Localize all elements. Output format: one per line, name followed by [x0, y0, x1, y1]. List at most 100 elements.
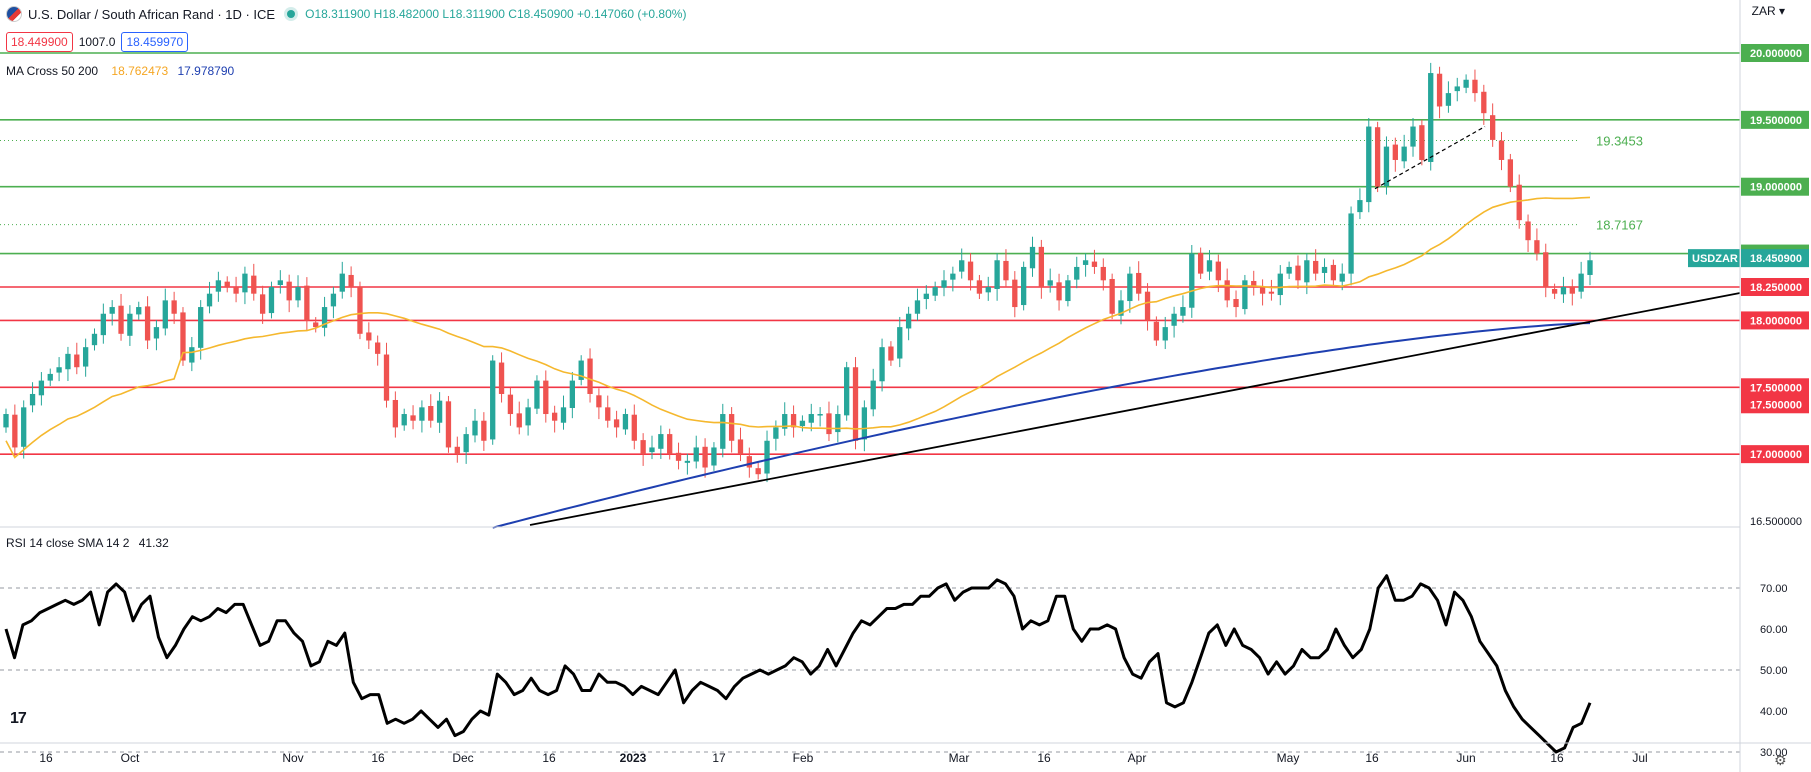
candle-body	[1197, 252, 1204, 274]
level-axis-label: 20.000000	[1750, 48, 1802, 60]
currency-dropdown[interactable]: ZAR ▾	[1752, 4, 1785, 18]
price-pane[interactable]: 19.3453 18.7167 USDZAR	[0, 52, 1741, 529]
fib-level-label: 19.3453	[1596, 134, 1643, 149]
ohlc-values: O18.311900 H18.482000 L18.311900 C18.450…	[305, 7, 686, 21]
symbol-title[interactable]: U.S. Dollar / South African Rand · 1D · …	[28, 6, 276, 22]
candle-body	[1463, 79, 1469, 88]
candle-body	[1543, 252, 1549, 287]
candle-body	[1401, 146, 1407, 162]
currency-label: ZAR	[1751, 4, 1776, 18]
candle-body	[1251, 280, 1257, 287]
symbol-price-label: USDZAR	[1692, 253, 1738, 265]
candle-body	[587, 358, 593, 394]
support-trendline	[529, 292, 1741, 526]
candle-body	[144, 306, 151, 341]
bid-button[interactable]: 18.449900	[6, 32, 73, 52]
candle-body	[242, 273, 248, 293]
time-tick-label: 2023	[620, 751, 647, 765]
candle-body	[808, 414, 814, 423]
candle-body	[1569, 286, 1575, 294]
dashed-trendline	[1374, 126, 1486, 190]
time-tick-label: Jul	[1632, 751, 1647, 765]
time-tick-label: Feb	[793, 751, 814, 765]
level-axis-label-box	[1741, 311, 1809, 330]
low-label: L	[442, 7, 450, 21]
time-tick-label: May	[1277, 751, 1300, 765]
candle-body	[12, 414, 18, 448]
candle-body	[525, 407, 531, 426]
rsi-pane[interactable]	[0, 574, 1740, 754]
spread-value: 1007.0	[78, 35, 116, 49]
candle-body	[1136, 272, 1142, 294]
gear-icon[interactable]: ⚙	[1774, 752, 1787, 768]
candle-body	[817, 414, 823, 416]
candle-body	[1277, 273, 1283, 296]
candle-body	[268, 287, 275, 314]
extra-axis-label: 17.500000	[1750, 399, 1802, 411]
candle-body	[861, 407, 868, 440]
candle-body	[215, 280, 222, 292]
candle-body	[1144, 291, 1151, 321]
rsi-tick-label: 50.00	[1760, 665, 1788, 677]
candle-body	[136, 307, 142, 315]
candle-body	[295, 287, 301, 301]
candle-body	[923, 293, 929, 300]
currency-flag-icon	[6, 6, 22, 22]
candle-body	[1348, 213, 1354, 274]
level-axis-label: 19.500000	[1750, 115, 1802, 127]
candle-body	[1534, 240, 1540, 254]
candle-body	[605, 407, 611, 421]
candle-body	[56, 367, 62, 373]
candle-body	[1082, 260, 1089, 265]
symbol-price-label-box	[1688, 249, 1740, 268]
candle-body	[330, 293, 337, 307]
candle-body	[357, 287, 363, 334]
candle-body	[914, 300, 921, 314]
candle-body	[1313, 260, 1319, 274]
candle-body	[1127, 273, 1133, 302]
open-label: O	[305, 7, 315, 21]
ma-legend-label: MA Cross 50 200	[6, 64, 99, 78]
time-tick-label: Oct	[121, 751, 140, 765]
price-axis[interactable]: 16.50000017.00000017.50000018.00000018.5…	[1741, 44, 1809, 759]
candle-body	[905, 313, 912, 329]
candle-body	[835, 414, 841, 433]
candle-body	[507, 394, 514, 415]
candle-body	[516, 413, 522, 428]
ma50-value: 18.762473	[111, 64, 169, 78]
candle-body	[826, 413, 832, 435]
candle-body	[428, 406, 434, 421]
price-tick-label: 16.500000	[1750, 516, 1802, 528]
candle-body	[259, 294, 266, 314]
candle-body	[631, 414, 637, 441]
candle-body	[799, 420, 806, 427]
rsi-legend[interactable]: RSI 14 close SMA 14 2 41.32	[6, 536, 169, 550]
candle-body	[1259, 286, 1266, 294]
candle-body	[941, 280, 947, 288]
candle-body	[640, 440, 646, 455]
candle-body	[1189, 253, 1195, 308]
candle-body	[436, 400, 443, 423]
time-axis[interactable]: 16 Oct Nov 16 Dec 16 2023 17 Feb Mar 16 Apr May 16 Jun…	[39, 751, 1647, 765]
candle-body	[1330, 264, 1337, 281]
ma-legend[interactable]: MA Cross 50 200 18.762473 17.978790	[6, 64, 234, 78]
ask-button[interactable]: 18.459970	[121, 32, 189, 52]
candle-body	[392, 399, 399, 428]
high-value: 18.482000	[382, 7, 440, 21]
candle-body	[1357, 200, 1363, 213]
candle-body	[1047, 280, 1053, 286]
candle-body	[313, 322, 319, 328]
tradingview-logo-icon[interactable]: 17	[10, 710, 27, 727]
rsi-tick-label: 60.00	[1760, 624, 1788, 636]
candle-body	[1020, 266, 1027, 306]
time-tick-label: 16	[1037, 751, 1051, 765]
time-tick-label: Dec	[452, 751, 473, 765]
candle-body	[1419, 125, 1425, 160]
candle-body	[401, 414, 407, 426]
candle-body	[38, 380, 45, 396]
candle-body	[1215, 261, 1221, 281]
level-axis-label: 17.000000	[1750, 449, 1802, 461]
candle-body	[897, 327, 903, 359]
candle-body	[189, 347, 195, 363]
